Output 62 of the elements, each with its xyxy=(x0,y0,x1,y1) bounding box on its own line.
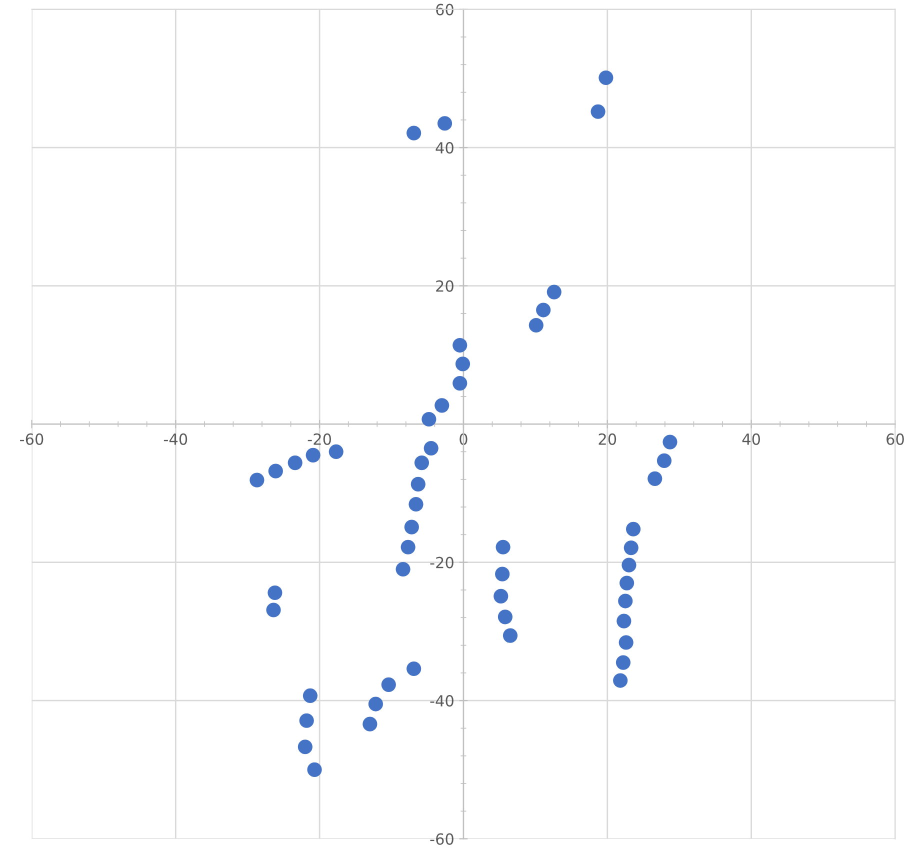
point xyxy=(406,126,422,140)
point xyxy=(422,412,436,427)
point xyxy=(452,338,468,353)
point xyxy=(618,594,633,608)
point xyxy=(288,455,302,470)
point xyxy=(502,628,518,643)
y-tick-label: 40 xyxy=(436,142,454,154)
point xyxy=(404,520,419,534)
point xyxy=(268,464,283,478)
point xyxy=(266,602,281,618)
point xyxy=(455,356,470,372)
y-tick-label: 20 xyxy=(436,280,454,292)
point xyxy=(616,614,632,628)
point xyxy=(620,576,634,590)
point xyxy=(298,740,312,754)
point xyxy=(622,558,636,572)
point xyxy=(496,540,510,554)
point xyxy=(613,673,628,688)
point xyxy=(368,696,383,712)
point xyxy=(381,677,396,692)
point xyxy=(307,762,322,777)
point xyxy=(299,713,314,728)
point xyxy=(624,540,638,556)
point xyxy=(546,284,562,300)
point xyxy=(408,496,424,512)
point xyxy=(410,476,426,492)
point xyxy=(424,440,438,456)
point xyxy=(626,522,641,536)
point xyxy=(328,444,344,460)
point xyxy=(306,448,320,462)
x-tick-label: 20 xyxy=(598,433,616,445)
y-tick-label: -40 xyxy=(430,695,454,707)
point xyxy=(396,562,410,577)
point xyxy=(362,716,378,732)
point xyxy=(528,318,544,333)
point xyxy=(495,566,510,582)
point xyxy=(656,453,672,468)
point xyxy=(400,540,416,554)
point xyxy=(414,455,430,470)
point xyxy=(536,302,551,318)
point xyxy=(498,610,513,624)
point xyxy=(494,588,508,604)
point xyxy=(406,661,422,676)
point xyxy=(452,376,468,391)
point xyxy=(662,434,678,450)
x-tick-label: -20 xyxy=(308,433,332,445)
point xyxy=(434,398,450,413)
x-tick-label: -40 xyxy=(164,433,188,445)
point xyxy=(590,104,606,119)
point xyxy=(250,472,264,488)
point xyxy=(268,585,282,600)
point xyxy=(302,688,318,704)
point xyxy=(598,70,614,86)
point xyxy=(616,655,631,670)
y-tick-label: -20 xyxy=(430,556,454,568)
point xyxy=(648,471,662,486)
point xyxy=(437,116,452,131)
x-tick-label: 60 xyxy=(886,433,904,445)
point xyxy=(618,635,634,650)
x-tick-label: 40 xyxy=(742,433,760,445)
y-tick-label: -60 xyxy=(430,833,454,845)
x-tick-label: -60 xyxy=(20,433,44,445)
